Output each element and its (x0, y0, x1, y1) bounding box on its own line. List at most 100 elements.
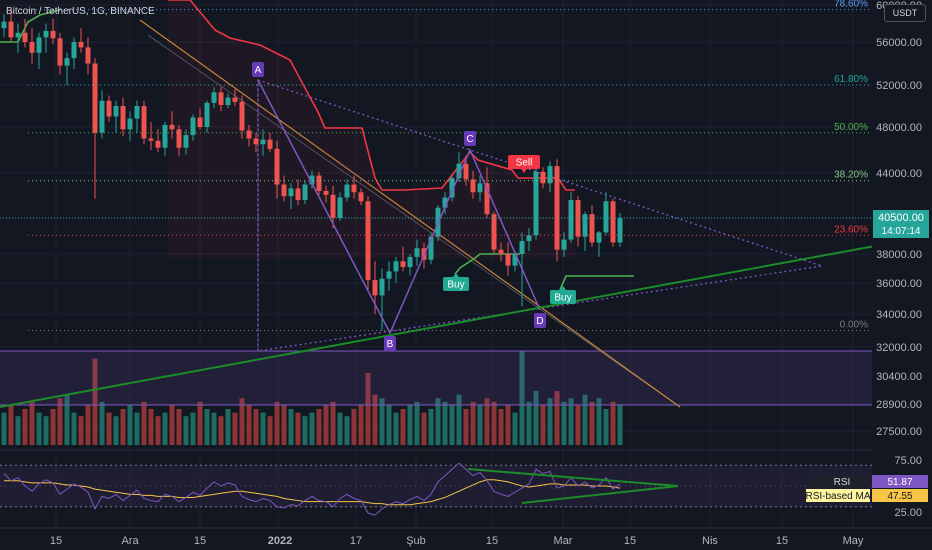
volume-bar (442, 401, 448, 445)
overlay-front (0, 79, 876, 408)
price-tick: 34000.00 (876, 309, 922, 321)
volume-bar (113, 416, 119, 445)
rsi-tag-bg (808, 475, 870, 488)
volume-bar (92, 358, 98, 445)
volume-bar (470, 401, 476, 445)
volume-bar (344, 416, 350, 445)
time-tick: 15 (624, 535, 636, 547)
candle-body (134, 106, 140, 119)
price-axis[interactable]: 60000.0056000.0052000.0048000.0044000.00… (0, 0, 932, 528)
volume-bar (232, 412, 238, 445)
candle-body (113, 106, 119, 117)
candle-body (57, 38, 63, 66)
candle-body (204, 102, 210, 127)
pattern-labels: A B C D Sell Buy Buy (252, 62, 576, 351)
candle-body (589, 214, 595, 243)
gray-diagonal (147, 34, 681, 408)
volume-bar (526, 401, 532, 445)
time-axis[interactable]: 15 Ara 15 2022 17 Şub 15 Mar 15 Nis 15 May (0, 527, 932, 550)
fib-label: 50.00% (834, 122, 868, 133)
time-tick: Şub (406, 535, 426, 547)
volume-bars (1, 351, 623, 445)
volume-bar (260, 412, 266, 445)
rsi-pane[interactable] (0, 449, 932, 516)
fib-label: 0.00% (840, 320, 868, 331)
volume-bar (351, 409, 357, 445)
candle-body (162, 124, 168, 148)
time-tick: 15 (50, 535, 62, 547)
rsi-tick: 25.00 (894, 507, 922, 519)
candle-body (274, 148, 280, 185)
pattern-point-label: C (466, 134, 473, 145)
candle-body (29, 42, 35, 53)
pattern-point-box (534, 313, 546, 328)
green-trendline (0, 245, 876, 408)
volume-bar (449, 405, 455, 445)
volume-bar (225, 409, 231, 445)
rsi-value: 51.87 (887, 477, 912, 488)
volume-bar (99, 401, 105, 445)
candle-body (71, 42, 77, 59)
fib-retracement[interactable]: 78.60% 61.80% 50.00% 38.20% 23.60% 0.00% (28, 0, 872, 331)
currency-badge[interactable]: USDT (884, 4, 926, 22)
candle-body (169, 124, 175, 130)
fib-label: 78.60% (834, 0, 868, 10)
candle-body (43, 30, 49, 38)
candle-body (281, 184, 287, 197)
abcd-zigzag (257, 79, 541, 335)
volume-bar (190, 412, 196, 445)
candle-body (372, 280, 378, 296)
candle-body (582, 214, 588, 237)
candle-body (92, 63, 98, 133)
volume-bar (414, 401, 420, 445)
volume-bar (148, 409, 154, 445)
volume-bar (435, 398, 441, 445)
triangle-pattern (257, 79, 823, 352)
volume-bar (43, 416, 49, 445)
volume-bar (85, 405, 91, 445)
candle-body (316, 175, 322, 191)
volume-bar (22, 409, 28, 445)
volume-bar (71, 412, 77, 445)
volume-bar (246, 405, 252, 445)
volume-bar (162, 412, 168, 445)
volume-bar (484, 398, 490, 445)
volume-bar (365, 373, 371, 445)
candle-body (260, 139, 266, 145)
volume-bar (498, 409, 504, 445)
signal-label: Buy (554, 293, 571, 304)
rsi-triangle (467, 468, 679, 504)
pattern-point-box (384, 336, 396, 351)
candle-body (120, 106, 126, 130)
volume-bar (568, 398, 574, 445)
time-tick: 15 (776, 535, 788, 547)
candle-body (288, 188, 294, 197)
fib-label: 38.20% (834, 170, 868, 181)
symbol-title[interactable]: Bitcoin / TetherUS, 1G, BINANCE (6, 6, 155, 17)
volume-bar (15, 416, 21, 445)
signal-box (508, 155, 540, 169)
time-tick: Nis (702, 535, 718, 547)
candle-body (498, 249, 504, 254)
candle-body (491, 214, 497, 250)
candle-body (505, 254, 511, 266)
volume-bar (253, 409, 259, 445)
volume-bar (183, 416, 189, 445)
candle-body (267, 139, 273, 149)
candle-body (155, 140, 161, 148)
volume-bar (491, 401, 497, 445)
candle-body (603, 201, 609, 233)
time-tick: Mar (554, 535, 573, 547)
time-tick: 2022 (268, 535, 292, 547)
volume-bar (617, 405, 623, 445)
candles[interactable] (1, 9, 623, 331)
rsi-tick: 75.00 (894, 455, 922, 467)
countdown-label: 14:07:14 (882, 226, 921, 237)
candle-body (50, 30, 56, 39)
candle-body (323, 191, 329, 195)
candle-body (533, 171, 539, 236)
supertrend-green-mid (454, 253, 520, 275)
candle-body (407, 256, 413, 268)
